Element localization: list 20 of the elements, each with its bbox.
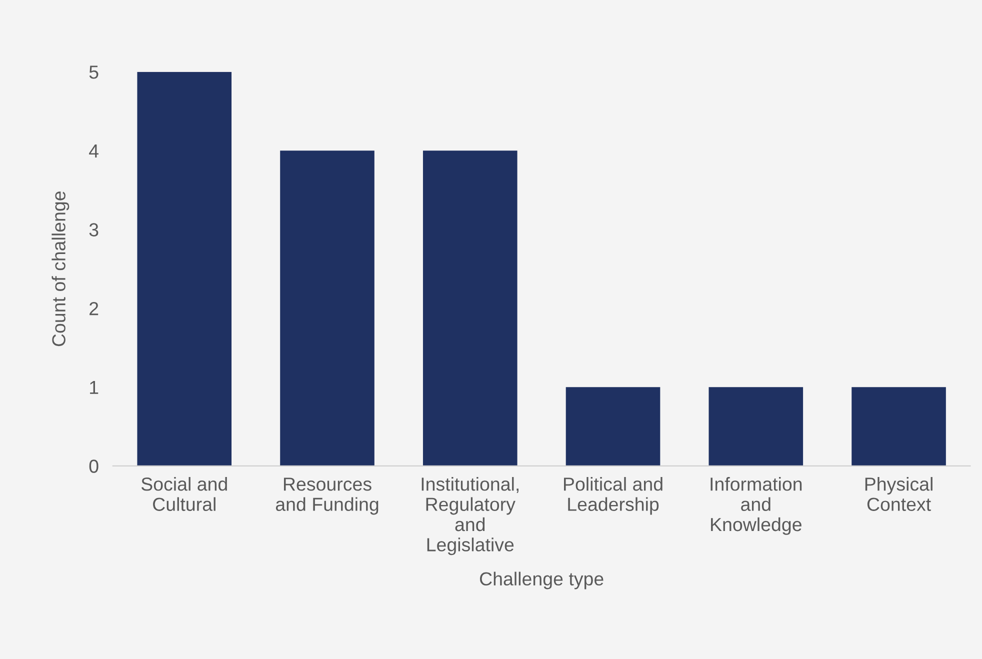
- x-axis-title: Challenge type: [480, 572, 604, 590]
- y-tick-label: 4: [89, 144, 98, 158]
- bar: [280, 150, 374, 466]
- x-tick-label: Institutional, Regulatory and Legislative: [422, 477, 518, 556]
- bar: [566, 387, 660, 466]
- x-tick-label: Physical Context: [865, 477, 932, 511]
- y-tick-label: 5: [89, 66, 98, 79]
- x-tick-label: Social and Cultural: [141, 477, 227, 511]
- x-tick-label: Information and Knowledge: [710, 477, 802, 535]
- bar: [137, 72, 232, 466]
- y-axis-title: Count of challenge: [52, 192, 70, 346]
- bar: [852, 387, 946, 466]
- x-tick-label: Resources and Funding: [276, 478, 378, 515]
- y-tick-label: 3: [89, 223, 98, 236]
- y-tick-label: 0: [89, 460, 98, 473]
- bar: [422, 150, 518, 466]
- y-tick-label: 2: [90, 302, 98, 316]
- y-tick-label: 1: [90, 380, 98, 394]
- x-tick-label: Political and Leadership: [564, 477, 662, 515]
- bar: [708, 387, 804, 466]
